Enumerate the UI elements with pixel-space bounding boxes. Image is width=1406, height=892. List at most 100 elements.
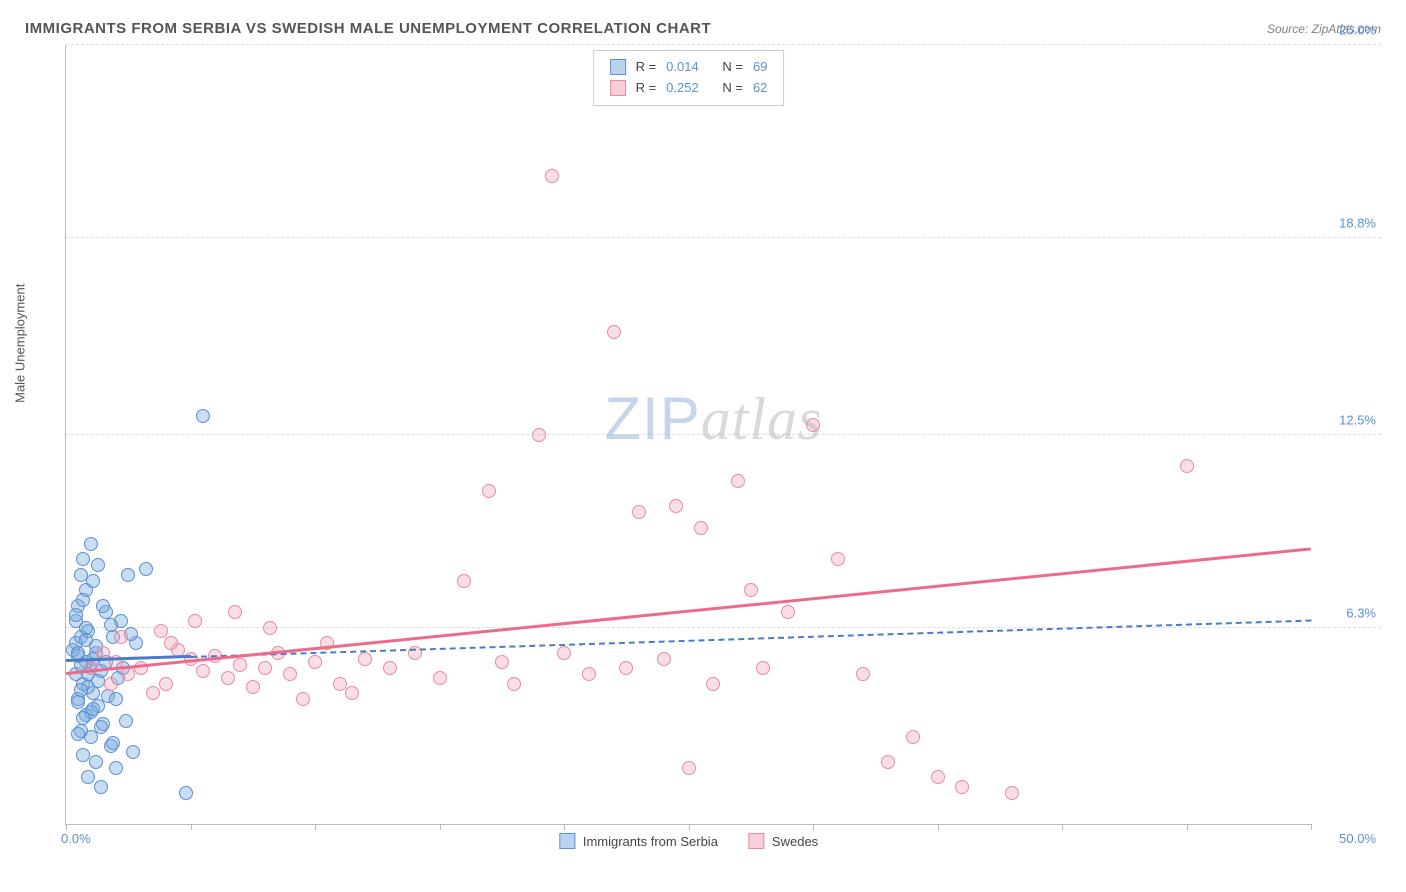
data-point bbox=[121, 667, 135, 681]
data-point bbox=[781, 605, 795, 619]
x-tick bbox=[689, 824, 690, 830]
data-point bbox=[931, 770, 945, 784]
y-tick-label: 12.5% bbox=[1339, 412, 1376, 427]
y-tick-label: 25.0% bbox=[1339, 23, 1376, 38]
data-point bbox=[228, 605, 242, 619]
data-point bbox=[358, 652, 372, 666]
data-point bbox=[106, 736, 120, 750]
series-label-swedes: Swedes bbox=[772, 834, 818, 849]
data-point bbox=[557, 646, 571, 660]
data-point bbox=[74, 683, 88, 697]
x-tick bbox=[1062, 824, 1063, 830]
data-point bbox=[109, 692, 123, 706]
data-point bbox=[76, 593, 90, 607]
correlation-legend: R = 0.014 N = 69 R = 0.252 N = 62 bbox=[593, 50, 785, 106]
data-point bbox=[744, 583, 758, 597]
data-point bbox=[433, 671, 447, 685]
data-point bbox=[619, 661, 633, 675]
data-point bbox=[233, 658, 247, 672]
data-point bbox=[582, 667, 596, 681]
data-point bbox=[457, 574, 471, 588]
r-value-swedes: 0.252 bbox=[666, 78, 699, 99]
gridline bbox=[66, 237, 1381, 238]
data-point bbox=[632, 505, 646, 519]
data-point bbox=[119, 714, 133, 728]
y-tick-label: 18.8% bbox=[1339, 216, 1376, 231]
x-tick bbox=[1311, 824, 1312, 830]
y-tick-label: 6.3% bbox=[1346, 605, 1376, 620]
data-point bbox=[532, 428, 546, 442]
data-point bbox=[94, 780, 108, 794]
data-point bbox=[906, 730, 920, 744]
data-point bbox=[159, 677, 173, 691]
gridline bbox=[66, 434, 1381, 435]
data-point bbox=[76, 552, 90, 566]
data-point bbox=[706, 677, 720, 691]
data-point bbox=[109, 761, 123, 775]
data-point bbox=[881, 755, 895, 769]
legend-row-swedes: R = 0.252 N = 62 bbox=[610, 78, 768, 99]
series-label-serbia: Immigrants from Serbia bbox=[583, 834, 718, 849]
data-point bbox=[126, 745, 140, 759]
data-point bbox=[94, 720, 108, 734]
data-point bbox=[114, 630, 128, 644]
r-label: R = bbox=[636, 78, 657, 99]
bottom-legend-swedes: Swedes bbox=[748, 833, 818, 849]
data-point bbox=[607, 325, 621, 339]
data-point bbox=[71, 695, 85, 709]
trend-line-serbia-dashed bbox=[190, 619, 1311, 657]
data-point bbox=[806, 418, 820, 432]
swatch-blue-icon bbox=[610, 59, 626, 75]
x-tick bbox=[66, 824, 67, 830]
data-point bbox=[694, 521, 708, 535]
data-point bbox=[246, 680, 260, 694]
x-tick bbox=[813, 824, 814, 830]
legend-row-serbia: R = 0.014 N = 69 bbox=[610, 57, 768, 78]
data-point bbox=[495, 655, 509, 669]
data-point bbox=[258, 661, 272, 675]
data-point bbox=[955, 780, 969, 794]
data-point bbox=[482, 484, 496, 498]
data-point bbox=[669, 499, 683, 513]
data-point bbox=[831, 552, 845, 566]
data-point bbox=[308, 655, 322, 669]
watermark-atlas: atlas bbox=[701, 386, 823, 452]
data-point bbox=[76, 711, 90, 725]
data-point bbox=[139, 562, 153, 576]
data-point bbox=[196, 409, 210, 423]
data-point bbox=[104, 677, 118, 691]
chart-container: IMMIGRANTS FROM SERBIA VS SWEDISH MALE U… bbox=[0, 0, 1406, 892]
data-point bbox=[154, 624, 168, 638]
data-point bbox=[91, 558, 105, 572]
bottom-legend: Immigrants from Serbia Swedes bbox=[559, 833, 818, 849]
data-point bbox=[1180, 459, 1194, 473]
data-point bbox=[179, 786, 193, 800]
data-point bbox=[731, 474, 745, 488]
data-point bbox=[164, 636, 178, 650]
data-point bbox=[856, 667, 870, 681]
data-point bbox=[104, 618, 118, 632]
data-point bbox=[86, 574, 100, 588]
source-prefix: Source: bbox=[1267, 22, 1312, 36]
x-tick bbox=[1187, 824, 1188, 830]
r-label: R = bbox=[636, 57, 657, 78]
data-point bbox=[74, 568, 88, 582]
data-point bbox=[283, 667, 297, 681]
data-point bbox=[221, 671, 235, 685]
swatch-pink-icon bbox=[610, 80, 626, 96]
data-point bbox=[296, 692, 310, 706]
x-tick bbox=[938, 824, 939, 830]
chart-title: IMMIGRANTS FROM SERBIA VS SWEDISH MALE U… bbox=[25, 20, 711, 37]
x-tick bbox=[440, 824, 441, 830]
plot-wrapper: Male Unemployment R = 0.014 N = 69 R = 0… bbox=[25, 45, 1381, 865]
bottom-legend-serbia: Immigrants from Serbia bbox=[559, 833, 718, 849]
data-point bbox=[188, 614, 202, 628]
data-point bbox=[333, 677, 347, 691]
y-axis-title: Male Unemployment bbox=[13, 284, 28, 403]
n-label: N = bbox=[722, 78, 743, 99]
data-point bbox=[146, 686, 160, 700]
n-value-serbia: 69 bbox=[753, 57, 767, 78]
watermark: ZIPatlas bbox=[604, 384, 822, 454]
data-point bbox=[89, 755, 103, 769]
x-tick bbox=[564, 824, 565, 830]
